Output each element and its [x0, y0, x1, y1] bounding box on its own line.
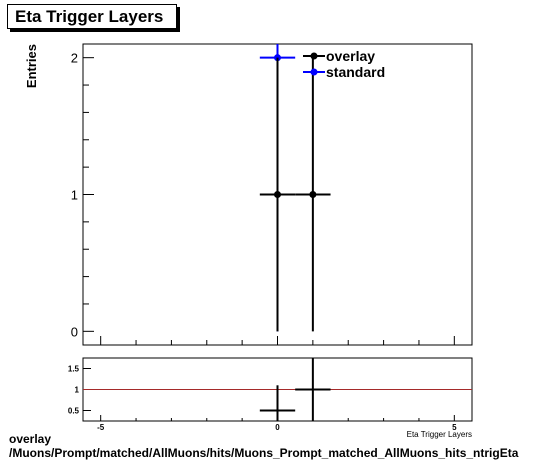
footer-label: overlay	[9, 432, 52, 446]
ratio-x-tick-label: -5	[97, 423, 105, 432]
y-tick-label: 0	[71, 324, 78, 339]
x-axis-label: Eta Trigger Layers	[407, 430, 472, 439]
main-point	[309, 191, 317, 198]
chart-title: Eta Trigger Layers	[15, 7, 164, 26]
ratio-x-tick-label: 5	[452, 423, 457, 432]
y-axis-label: Entries	[24, 44, 39, 88]
ratio-y-tick-label: 1.5	[68, 365, 80, 374]
main-point	[274, 191, 281, 198]
legend-marker	[310, 52, 318, 60]
ratio-y-tick-label: 1	[75, 386, 80, 395]
chart-title-box: Eta Trigger Layers	[7, 4, 177, 29]
footer-path: /Muons/Prompt/matched/AllMuons/hits/Muon…	[9, 446, 519, 460]
y-tick-label: 2	[71, 51, 78, 66]
ratio-x-tick-label: 0	[275, 423, 280, 432]
legend-marker	[310, 68, 318, 76]
legend-label: standard	[326, 64, 385, 80]
ratio-y-tick-label: 0.5	[68, 407, 80, 416]
y-tick-label: 1	[71, 188, 78, 203]
legend-label: overlay	[326, 48, 375, 64]
